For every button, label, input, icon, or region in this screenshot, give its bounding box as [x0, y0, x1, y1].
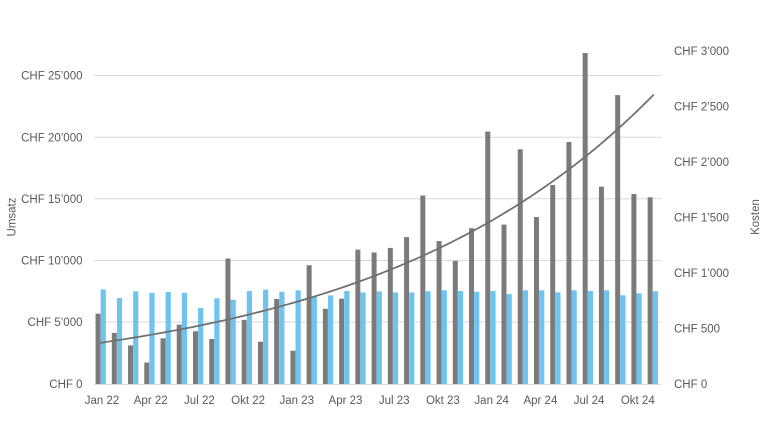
svg-text:Apr 22: Apr 22: [134, 395, 168, 407]
svg-text:Jan 22: Jan 22: [85, 395, 120, 407]
svg-text:CHF 10’000: CHF 10’000: [21, 256, 82, 268]
svg-text:Jan 23: Jan 23: [280, 395, 315, 407]
svg-text:CHF 2’500: CHF 2’500: [674, 101, 729, 113]
svg-text:CHF 2’000: CHF 2’000: [674, 157, 729, 169]
svg-text:Jul 22: Jul 22: [184, 395, 215, 407]
svg-text:Apr 24: Apr 24: [523, 395, 557, 407]
svg-text:CHF 0: CHF 0: [674, 379, 707, 391]
svg-text:Okt 22: Okt 22: [231, 395, 265, 407]
svg-text:CHF 20’000: CHF 20’000: [21, 132, 82, 144]
svg-text:CHF 25’000: CHF 25’000: [21, 71, 82, 83]
svg-text:Umsatz: Umsatz: [6, 197, 18, 236]
svg-text:Apr 23: Apr 23: [329, 395, 363, 407]
svg-text:Jan 24: Jan 24: [474, 395, 509, 407]
svg-text:Okt 23: Okt 23: [426, 395, 460, 407]
svg-text:Jul 23: Jul 23: [379, 395, 410, 407]
svg-text:CHF 3’000: CHF 3’000: [674, 46, 729, 58]
svg-text:CHF 15’000: CHF 15’000: [21, 194, 82, 206]
svg-text:CHF 0: CHF 0: [49, 379, 82, 391]
svg-text:CHF 500: CHF 500: [674, 323, 720, 335]
svg-text:Jul 24: Jul 24: [574, 395, 605, 407]
svg-text:Okt 24: Okt 24: [621, 395, 655, 407]
svg-text:Kosten: Kosten: [750, 199, 762, 235]
svg-text:CHF 5’000: CHF 5’000: [28, 317, 83, 329]
svg-text:CHF 1’000: CHF 1’000: [674, 268, 729, 280]
svg-text:CHF 1’500: CHF 1’500: [674, 212, 729, 224]
